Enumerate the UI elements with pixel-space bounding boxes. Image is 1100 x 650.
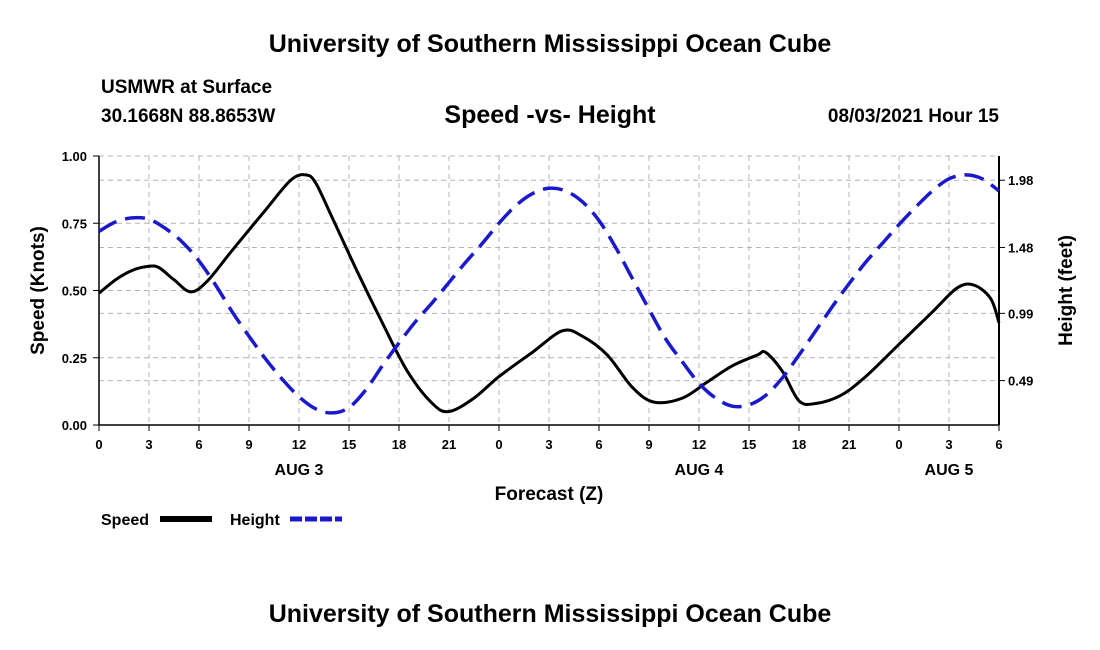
x-tick-label: 3 bbox=[145, 437, 152, 452]
y-tick-label: 0.75 bbox=[62, 216, 87, 231]
x-tick-label: 3 bbox=[545, 437, 552, 452]
x-axis-title: Forecast (Z) bbox=[495, 484, 604, 505]
y2-tick-label: 1.48 bbox=[1008, 240, 1033, 255]
footer-title: University of Southern Mississippi Ocean… bbox=[268, 600, 832, 628]
chart-title: Speed -vs- Height bbox=[444, 101, 656, 129]
y2-tick-label: 0.99 bbox=[1008, 306, 1033, 321]
y2-axis-title: Height (feet) bbox=[1056, 235, 1077, 346]
station-coordinates: 30.1668N 88.8653W bbox=[101, 106, 276, 127]
date-label: AUG 3 bbox=[275, 462, 324, 479]
series-line-speed bbox=[98, 173, 1001, 414]
x-tick-label: 12 bbox=[692, 437, 706, 452]
y-tick-label: 0.50 bbox=[62, 284, 87, 299]
chart-date: 08/03/2021 Hour 15 bbox=[827, 106, 999, 127]
x-tick-label: 21 bbox=[842, 437, 856, 452]
x-tick-label: 6 bbox=[595, 437, 602, 452]
legend-speed-label: Speed bbox=[101, 512, 149, 529]
y-tick-label: 0.00 bbox=[62, 418, 87, 433]
date-label: AUG 4 bbox=[675, 462, 724, 479]
station-name: USMWR at Surface bbox=[101, 77, 273, 98]
x-tick-label: 18 bbox=[392, 437, 406, 452]
y2-tick-label: 0.49 bbox=[1008, 374, 1033, 389]
page-title: University of Southern Mississippi Ocean… bbox=[268, 30, 832, 58]
x-tick-label: 6 bbox=[195, 437, 202, 452]
x-tick-label: 9 bbox=[245, 437, 252, 452]
x-tick-label: 18 bbox=[792, 437, 806, 452]
y-tick-label: 1.00 bbox=[62, 149, 87, 164]
x-tick-label: 21 bbox=[442, 437, 456, 452]
y-axis-title: Speed (Knots) bbox=[28, 226, 49, 355]
x-tick-label: 0 bbox=[95, 437, 102, 452]
legend-height-label: Height bbox=[230, 512, 280, 529]
x-tick-label: 12 bbox=[292, 437, 306, 452]
x-tick-label: 3 bbox=[945, 437, 952, 452]
x-tick-label: 15 bbox=[742, 437, 756, 452]
y2-tick-label: 1.98 bbox=[1008, 173, 1033, 188]
series-line-height bbox=[98, 173, 1001, 415]
x-tick-label: 6 bbox=[995, 437, 1002, 452]
x-tick-label: 9 bbox=[645, 437, 652, 452]
x-tick-label: 15 bbox=[342, 437, 356, 452]
x-tick-label: 0 bbox=[895, 437, 902, 452]
y-tick-label: 0.25 bbox=[62, 351, 87, 366]
date-label: AUG 5 bbox=[925, 462, 974, 479]
x-tick-label: 0 bbox=[495, 437, 502, 452]
